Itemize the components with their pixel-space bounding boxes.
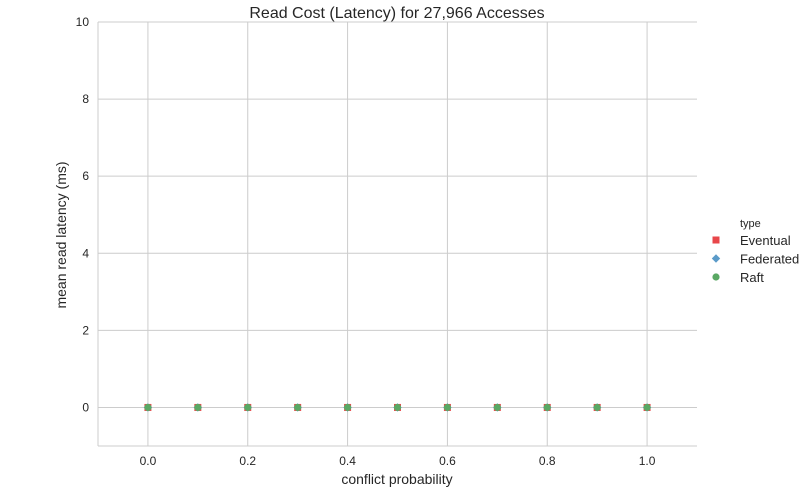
data-point	[643, 403, 651, 412]
x-tick-label: 1.0	[639, 454, 656, 468]
y-tick-label: 4	[82, 246, 89, 260]
legend-item-eventual: Eventual	[712, 233, 791, 248]
data-point	[393, 403, 402, 412]
series-raft	[144, 403, 651, 412]
y-tick-labels: 0 2 4 6 8 10	[76, 15, 90, 414]
x-tick-label: 0.6	[439, 454, 456, 468]
data-point	[493, 403, 501, 412]
data-point	[244, 403, 252, 412]
x-tick-label: 0.0	[140, 454, 157, 468]
data-point	[144, 403, 152, 412]
data-point	[294, 403, 302, 412]
legend-label: Eventual	[740, 233, 791, 248]
y-tick-label: 0	[82, 400, 89, 414]
chart-title: Read Cost (Latency) for 27,966 Accesses	[249, 5, 544, 22]
legend-title: type	[740, 218, 761, 230]
y-axis-label: mean read latency (ms)	[53, 161, 69, 308]
axis-spines	[97, 22, 697, 447]
legend-item-federated: Federated	[711, 252, 799, 267]
x-axis-label: conflict probability	[341, 471, 452, 487]
legend-marker	[711, 254, 721, 263]
x-tick-label: 0.4	[339, 454, 356, 468]
legend-marker	[712, 236, 720, 244]
legend-item-raft: Raft	[712, 270, 764, 285]
data-point	[593, 403, 601, 412]
y-tick-label: 6	[82, 169, 89, 183]
x-tick-label: 0.8	[539, 454, 556, 468]
legend-items: Eventual Federated Raft	[711, 233, 799, 285]
legend-label: Raft	[740, 270, 764, 285]
legend-label: Federated	[740, 252, 799, 267]
data-point	[443, 403, 452, 412]
grid-lines	[98, 21, 697, 446]
data-point	[543, 403, 551, 412]
data-point	[194, 403, 202, 412]
y-tick-label: 10	[76, 15, 90, 29]
y-tick-label: 8	[82, 92, 89, 106]
legend-marker	[712, 273, 720, 281]
data-points	[143, 403, 652, 412]
x-tick-label: 0.2	[239, 454, 256, 468]
x-tick-labels: 0.0 0.2 0.4 0.6 0.8 1.0	[140, 454, 656, 468]
y-tick-label: 2	[82, 323, 89, 337]
legend: type Eventual Federated Raft	[711, 218, 799, 285]
data-point	[343, 403, 352, 412]
